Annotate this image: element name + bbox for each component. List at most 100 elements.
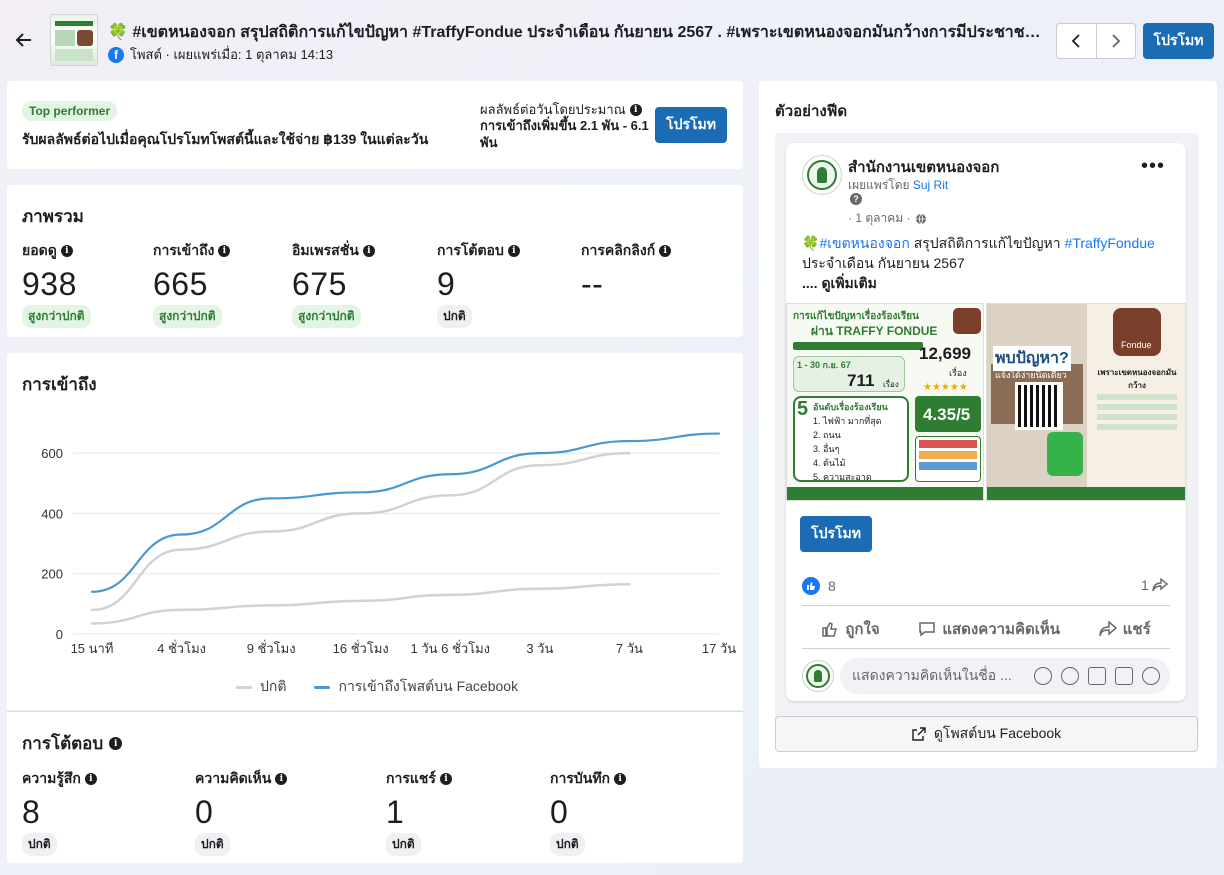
top5-item: 2. ถนน — [813, 430, 841, 440]
comment-row: แสดงความคิดเห็นในชื่อ ... — [802, 658, 1172, 694]
info-icon[interactable]: i — [439, 773, 452, 785]
published-by: เผยแพร่โดย Suj Rit — [848, 176, 948, 195]
share-count[interactable]: 1 — [1141, 577, 1168, 593]
sticker-icon[interactable] — [1142, 667, 1160, 685]
metric-link-clicks: การคลิกลิงก์ i -- — [581, 240, 672, 303]
post-image-infographic[interactable]: การแก้ไขปัญหาเรื่องร้องเรียน ผ่าน TRAFFY… — [786, 303, 984, 501]
metric-badge: ปกติ — [437, 305, 472, 328]
estimate-label: ผลลัพธ์ต่อวันโดยประมาณ i — [480, 99, 642, 120]
globe-icon — [915, 213, 926, 224]
promote-button-top-performer[interactable]: โปรโมท — [655, 107, 727, 143]
info-icon[interactable]: i — [659, 245, 672, 257]
metric-value: 9 — [437, 266, 456, 302]
metric-label: การแชร์ — [386, 770, 436, 786]
info-icon[interactable]: i — [60, 245, 73, 257]
comment-icon — [919, 622, 936, 637]
publisher-name[interactable]: Suj Rit — [912, 178, 949, 192]
metric-label: การเข้าถึง — [153, 242, 215, 258]
divider — [802, 605, 1170, 606]
y-tick-label: 600 — [41, 446, 63, 461]
metric-value: 665 — [153, 266, 208, 302]
overview-card: ภาพรวม ยอดดู i 938 สูงกว่าปกติ การเข้าถึง… — [7, 185, 743, 337]
metric-value: 0 — [195, 794, 214, 830]
promote-button-preview[interactable]: โปรโมท — [800, 516, 872, 552]
metric-label: ยอดดู — [22, 242, 57, 258]
info-icon[interactable]: i — [507, 245, 520, 257]
camera-icon[interactable] — [1088, 667, 1106, 685]
rating-stars-icon: ★★★★★ — [923, 382, 968, 393]
hashtag-link[interactable]: #เขตหนองจอก — [819, 235, 910, 251]
poster-subheadline: แจ้งได้ง่ายนิดเดียว — [995, 370, 1067, 380]
metric-label: ความคิดเห็น — [195, 770, 272, 786]
metric-label: การบันทึก — [550, 770, 611, 786]
x-tick-label: 15 นาที — [71, 641, 114, 656]
metric-badge: ปกติ — [195, 833, 230, 856]
info-icon[interactable]: i — [614, 773, 627, 785]
info-icon[interactable]: i — [275, 773, 288, 785]
help-icon[interactable]: ? — [850, 193, 862, 205]
comment-button[interactable]: แสดงความคิดเห็น — [918, 617, 1060, 641]
feed-preview-card: ตัวอย่างฟีด สำนักงานเขตหนองจอก เผยแพร่โด… — [759, 81, 1217, 768]
previous-post-button[interactable] — [1057, 24, 1097, 58]
reaction-summary[interactable]: 8 — [802, 577, 836, 595]
avatar-sticker-icon[interactable] — [1034, 667, 1052, 685]
x-tick-label: 1 วัน 6 ชั่วโมง — [411, 640, 491, 656]
metric-value: 938 — [22, 266, 77, 302]
comment-tools — [1034, 667, 1160, 685]
legend-swatch-facebook — [314, 685, 331, 689]
series-line — [90, 583, 631, 625]
share-label: แชร์ — [1122, 621, 1151, 638]
info-icon[interactable]: i — [629, 103, 642, 116]
estimate-label-text: ผลลัพธ์ต่อวันโดยประมาณ — [480, 102, 626, 117]
metric-badge: ปกติ — [386, 833, 421, 856]
gif-icon[interactable] — [1115, 667, 1133, 685]
top5-item: 5. ความสะอาด — [813, 472, 872, 482]
commenter-avatar[interactable] — [802, 660, 834, 692]
metric-label: การโต้ตอบ — [437, 242, 504, 258]
comment-input[interactable]: แสดงความคิดเห็นในชื่อ ... — [840, 658, 1170, 694]
legend-swatch-normal — [236, 685, 252, 689]
post-text-end: ประจำเดือน กันยายน 2567 — [802, 255, 965, 271]
comment-label: แสดงความคิดเห็น — [942, 621, 1061, 638]
info-icon[interactable]: i — [218, 245, 231, 257]
post-image-poster[interactable]: พบปัญหา? แจ้งได้ง่ายนิดเดียว Fondue เพรา… — [986, 303, 1186, 501]
like-label: ถูกใจ — [845, 621, 880, 638]
hashtag-link[interactable]: #TraffyFondue — [1064, 235, 1155, 251]
metric-reactions: ความรู้สึก i 8 ปกติ — [22, 768, 97, 856]
facebook-post-preview: สำนักงานเขตหนองจอก เผยแพร่โดย Suj Rit ? … — [786, 143, 1186, 701]
back-arrow-icon[interactable] — [12, 28, 36, 52]
share-button[interactable]: แชร์ — [1098, 617, 1151, 641]
metric-engagement: การโต้ตอบ i 9 ปกติ — [437, 240, 520, 328]
promote-button[interactable]: โปรโมท — [1143, 23, 1214, 59]
info-icon[interactable]: i — [109, 737, 123, 750]
metric-label: อิมเพรสชั่น — [292, 242, 359, 258]
divider — [802, 648, 1170, 649]
x-tick-label: 3 วัน — [526, 641, 553, 656]
info-icon[interactable]: i — [362, 245, 375, 257]
next-post-button[interactable] — [1097, 24, 1136, 58]
see-more-link[interactable]: .... ดูเพิ่มเติม — [802, 275, 877, 291]
like-button[interactable]: ถูกใจ — [821, 617, 880, 641]
page-name[interactable]: สำนักงานเขตหนองจอก — [848, 159, 1000, 176]
post-title: 🍀 #เขตหนองจอก สรุปสถิติการแก้ไขปัญหา #Tr… — [108, 24, 1048, 41]
post-header: 🍀 #เขตหนองจอก สรุปสถิติการแก้ไขปัญหา #Tr… — [0, 0, 1224, 80]
x-tick-label: 17 วัน — [702, 641, 736, 656]
chevron-left-icon — [1071, 34, 1080, 48]
reach-chart-card: การเข้าถึง 0 200 400 600 15 นาที 4 ชั่วโมง 9 ช… — [7, 353, 743, 710]
published-by-prefix: เผยแพร่โดย — [848, 178, 910, 192]
top5-title: อันดับเรื่องร้องเรียน — [813, 402, 888, 412]
post-published-text: โพสต์ · เผยแพร่เมื่อ: 1 ตุลาคม 14:13 — [130, 47, 334, 62]
view-on-facebook-label: ดูโพสต์บน Facebook — [933, 725, 1062, 741]
view-on-facebook-button[interactable]: ดูโพสต์บน Facebook — [775, 716, 1198, 752]
more-options-icon[interactable]: ••• — [1141, 155, 1166, 177]
emoji-icon[interactable] — [1061, 667, 1079, 685]
top-performer-text: รับผลลัพธ์ต่อไปเมื่อคุณโปรโมทโพสต์นี้และ… — [22, 131, 429, 147]
external-link-icon — [912, 727, 926, 741]
page-avatar[interactable] — [802, 155, 842, 195]
chart-legend: ปกติ การเข้าถึงโพสต์บน Facebook — [236, 676, 518, 698]
top5-number: 5 — [797, 398, 809, 420]
engagement-title: การโต้ตอบ i — [22, 730, 123, 757]
info-icon[interactable]: i — [84, 773, 97, 785]
post-date-text[interactable]: · 1 ตุลาคม · — [848, 211, 911, 225]
share-icon — [1152, 578, 1168, 592]
